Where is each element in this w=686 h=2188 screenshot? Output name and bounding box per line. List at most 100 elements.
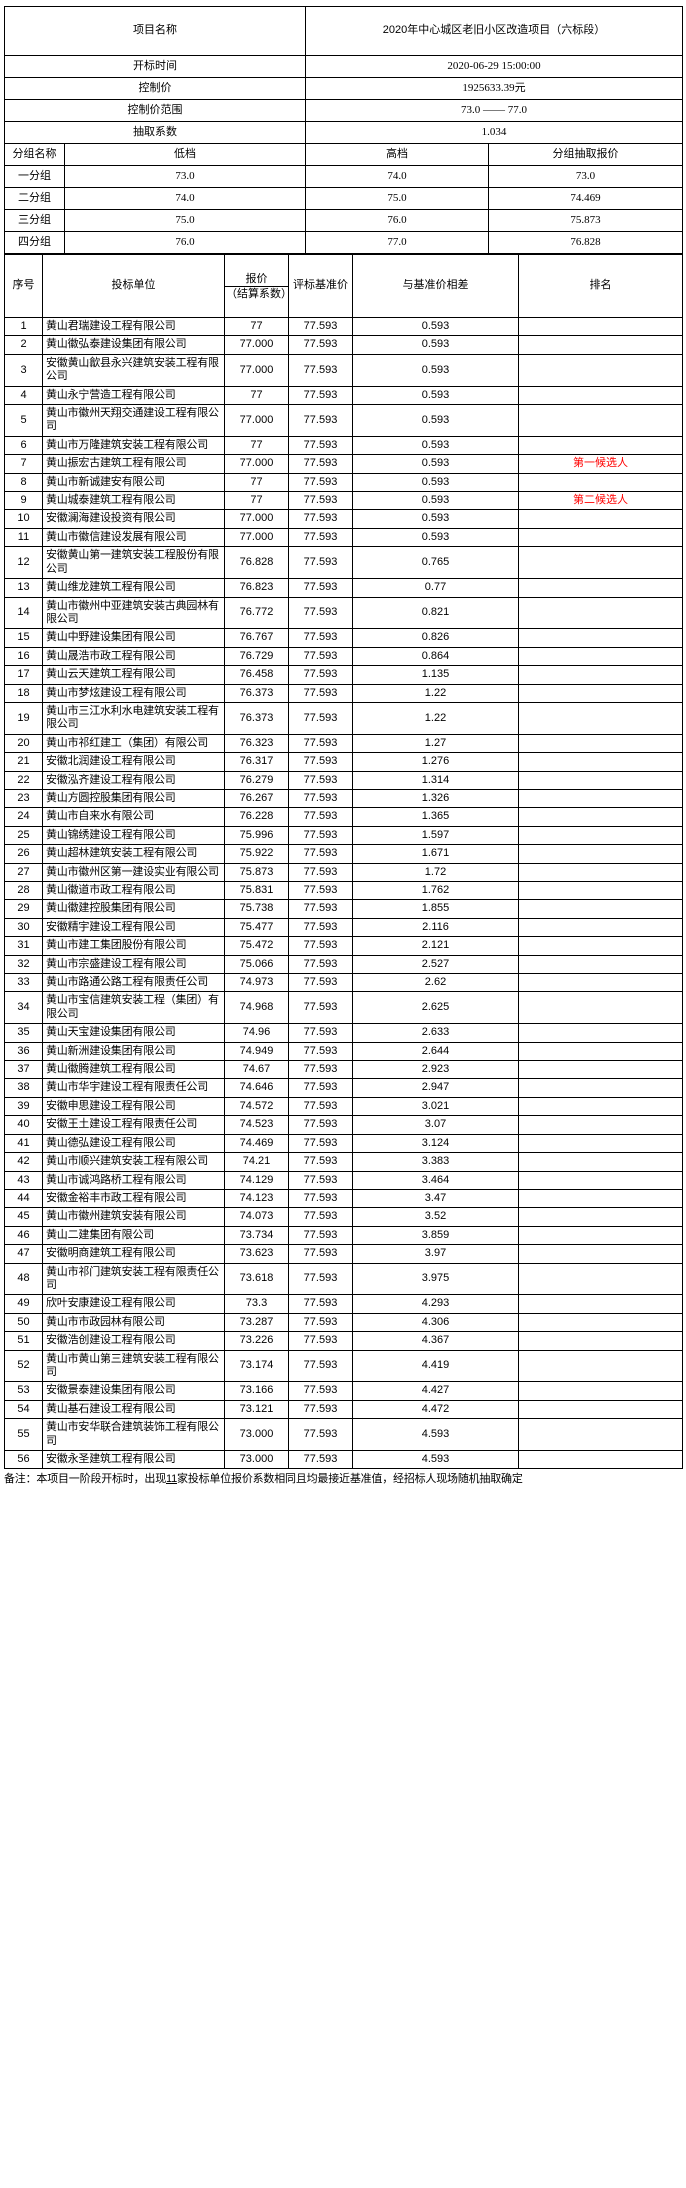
cell-quote: 77.000 xyxy=(224,335,289,355)
group-low: 76.0 xyxy=(64,231,306,254)
cell-diff: 1.135 xyxy=(352,665,519,685)
cell-seq: 10 xyxy=(4,509,43,529)
cell-bidder-name: 安徽浩创建设工程有限公司 xyxy=(42,1331,225,1351)
project-summary-table: 项目名称 2020年中心城区老旧小区改造项目（六标段） 开标时间 2020-06… xyxy=(4,6,684,254)
cell-base-price: 77.593 xyxy=(288,733,353,754)
cell-diff: 2.644 xyxy=(352,1041,519,1062)
cell-rank xyxy=(518,509,683,529)
cell-seq: 17 xyxy=(4,665,43,685)
table-row: 7 黄山振宏古建筑工程有限公司 77.000 77.593 0.593 第一候选人 xyxy=(4,454,683,474)
cell-base-price: 77.593 xyxy=(288,665,353,685)
table-row: 11 黄山市徽信建设发展有限公司 77.000 77.593 0.593 xyxy=(4,527,683,548)
cell-bidder-name: 黄山城泰建筑工程有限公司 xyxy=(42,491,225,511)
cell-base-price: 77.593 xyxy=(288,1188,353,1209)
cell-quote: 74.67 xyxy=(224,1060,289,1080)
table-row: 44 安徽金裕丰市政工程有限公司 74.123 77.593 3.47 xyxy=(4,1188,683,1209)
cell-bidder-name: 黄山新洲建设集团有限公司 xyxy=(42,1041,225,1062)
cell-quote: 76.458 xyxy=(224,665,289,685)
cell-quote: 75.922 xyxy=(224,844,289,864)
cell-diff: 0.77 xyxy=(352,578,519,598)
cell-diff: 0.593 xyxy=(352,435,519,456)
cell-base-price: 77.593 xyxy=(288,917,353,938)
cell-seq: 52 xyxy=(4,1349,43,1383)
cell-diff: 4.306 xyxy=(352,1312,519,1333)
table-row: 26 黄山超林建筑安装工程有限公司 75.922 77.593 1.671 xyxy=(4,844,683,864)
cell-diff: 0.593 xyxy=(352,509,519,529)
cell-seq: 48 xyxy=(4,1262,43,1296)
cell-bidder-name: 黄山基石建设工程有限公司 xyxy=(42,1399,225,1420)
cell-quote: 74.073 xyxy=(224,1207,289,1227)
cell-bidder-name: 黄山市宗盛建设工程有限公司 xyxy=(42,954,225,975)
table-row: 12 安徽黄山第一建筑安装工程股份有限公司 76.828 77.593 0.765 xyxy=(4,546,683,580)
cell-seq: 14 xyxy=(4,596,43,630)
cell-diff: 2.62 xyxy=(352,973,519,993)
cell-seq: 42 xyxy=(4,1152,43,1172)
column-header-base-price: 评标基准价 xyxy=(288,254,353,318)
cell-diff: 0.864 xyxy=(352,646,519,667)
table-row: 31 黄山市建工集团股份有限公司 75.472 77.593 2.121 xyxy=(4,936,683,956)
cell-rank xyxy=(518,1078,683,1098)
cell-bidder-name: 黄山市徽州天翔交通建设工程有限公司 xyxy=(42,404,225,437)
cell-base-price: 77.593 xyxy=(288,1312,353,1333)
cell-rank xyxy=(518,752,683,772)
cell-diff: 4.472 xyxy=(352,1399,519,1420)
table-row: 24 黄山市自来水有限公司 76.228 77.593 1.365 xyxy=(4,807,683,827)
cell-rank xyxy=(518,807,683,827)
summary-label-coefficient: 抽取系数 xyxy=(4,121,306,144)
cell-bidder-name: 黄山市祁门建筑安装工程有限责任公司 xyxy=(42,1262,225,1296)
cell-rank xyxy=(518,1312,683,1333)
group-price: 75.873 xyxy=(487,209,684,232)
cell-rank xyxy=(518,646,683,667)
cell-quote: 73.174 xyxy=(224,1349,289,1383)
cell-base-price: 77.593 xyxy=(288,1041,353,1062)
cell-seq: 49 xyxy=(4,1294,43,1314)
cell-rank xyxy=(518,1115,683,1135)
cell-diff: 3.975 xyxy=(352,1262,519,1296)
cell-rank xyxy=(518,1294,683,1314)
cell-rank xyxy=(518,1399,683,1420)
cell-bidder-name: 黄山晟浩市政工程有限公司 xyxy=(42,646,225,667)
cell-quote: 75.996 xyxy=(224,825,289,846)
table-row: 36 黄山新洲建设集团有限公司 74.949 77.593 2.644 xyxy=(4,1041,683,1062)
summary-label-control-range: 控制价范围 xyxy=(4,99,306,122)
summary-value-open-time: 2020-06-29 15:00:00 xyxy=(304,55,684,78)
cell-seq: 7 xyxy=(4,454,43,474)
summary-row-control-price: 控制价 1925633.39元 xyxy=(4,77,684,100)
cell-bidder-name: 黄山市祁红建工（集团）有限公司 xyxy=(42,733,225,754)
cell-rank xyxy=(518,973,683,993)
cell-quote: 74.968 xyxy=(224,991,289,1025)
cell-base-price: 77.593 xyxy=(288,353,353,387)
cell-diff: 1.326 xyxy=(352,788,519,809)
cell-base-price: 77.593 xyxy=(288,807,353,827)
cell-diff: 3.47 xyxy=(352,1188,519,1209)
table-row: 34 黄山市宝信建筑安装工程（集团）有限公司 74.968 77.593 2.625 xyxy=(4,991,683,1025)
cell-seq: 1 xyxy=(4,316,43,337)
cell-bidder-name: 黄山市顺兴建筑安装工程有限公司 xyxy=(42,1152,225,1172)
cell-quote: 77.000 xyxy=(224,353,289,387)
cell-base-price: 77.593 xyxy=(288,1449,353,1470)
cell-quote: 73.000 xyxy=(224,1449,289,1470)
cell-bidder-name: 黄山德弘建设工程有限公司 xyxy=(42,1133,225,1154)
table-row: 41 黄山德弘建设工程有限公司 74.469 77.593 3.124 xyxy=(4,1133,683,1154)
footer-note-prefix: 备注：本项目一阶段开标时，出现 xyxy=(4,1473,166,1486)
cell-base-price: 77.593 xyxy=(288,683,353,703)
cell-base-price: 77.593 xyxy=(288,491,353,511)
cell-base-price: 77.593 xyxy=(288,1225,353,1246)
group-header-price: 分组抽取报价 xyxy=(487,143,684,166)
cell-base-price: 77.593 xyxy=(288,435,353,456)
table-row: 5 黄山市徽州天翔交通建设工程有限公司 77.000 77.593 0.593 xyxy=(4,404,683,437)
cell-diff: 3.07 xyxy=(352,1115,519,1135)
cell-diff: 0.765 xyxy=(352,546,519,580)
group-header-name: 分组名称 xyxy=(4,143,65,166)
table-row: 30 安徽精宇建设工程有限公司 75.477 77.593 2.116 xyxy=(4,917,683,938)
cell-bidder-name: 安徽申思建设工程有限公司 xyxy=(42,1096,225,1117)
bidder-table-header-row: 序号 投标单位 报价 （结算系数） 评标基准价 与基准价相差 排名 xyxy=(4,254,683,318)
cell-rank xyxy=(518,683,683,703)
cell-diff: 0.593 xyxy=(352,404,519,437)
cell-base-price: 77.593 xyxy=(288,527,353,548)
cell-seq: 38 xyxy=(4,1078,43,1098)
cell-seq: 43 xyxy=(4,1170,43,1190)
cell-quote: 76.823 xyxy=(224,578,289,598)
cell-bidder-name: 黄山徽弘泰建设集团有限公司 xyxy=(42,335,225,355)
cell-rank xyxy=(518,954,683,975)
